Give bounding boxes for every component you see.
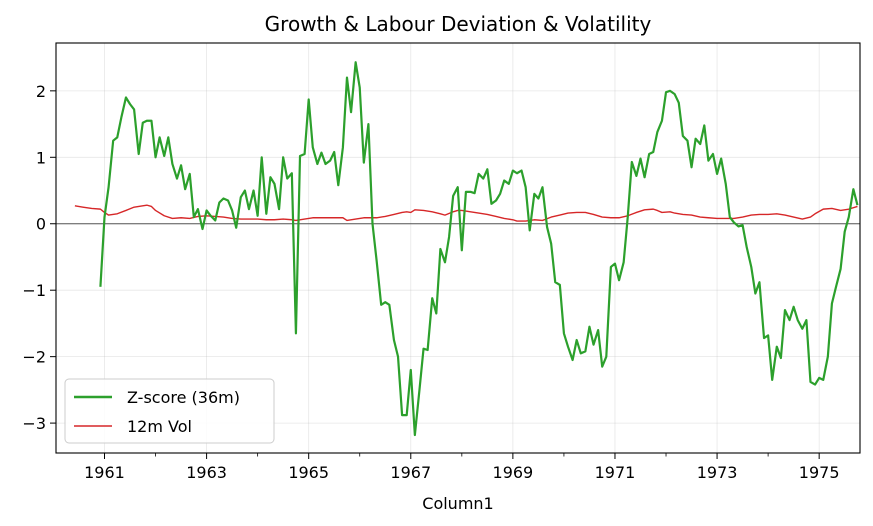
chart-title: Growth & Labour Deviation & Volatility (265, 12, 652, 36)
y-tick-label: −2 (22, 348, 46, 367)
x-tick-label: 1961 (84, 463, 125, 482)
y-tick-label: 1 (36, 148, 46, 167)
y-tick-label: −3 (22, 414, 46, 433)
series-layer (74, 61, 859, 437)
x-tick-label: 1969 (493, 463, 534, 482)
y-tick-label: 0 (36, 215, 46, 234)
legend: Z-score (36m) 12m Vol (64, 378, 275, 444)
x-tick-label: 1967 (390, 463, 431, 482)
x-tick-label: 1973 (697, 463, 738, 482)
x-axis: 1961 1963 1965 1967 1969 1971 1973 1975 (84, 453, 840, 482)
legend-box (64, 378, 275, 444)
y-tick-label: 2 (36, 82, 46, 101)
series-line-zscore (99, 61, 859, 437)
y-tick-label: −1 (22, 281, 46, 300)
x-tick-label: 1971 (595, 463, 636, 482)
x-tick-label: 1965 (288, 463, 329, 482)
plot-frame (55, 42, 861, 454)
x-tick-label: 1963 (186, 463, 227, 482)
legend-label-vol: 12m Vol (127, 417, 192, 436)
x-axis-label: Column1 (422, 494, 493, 513)
legend-label-zscore: Z-score (36m) (127, 388, 240, 407)
y-axis: −3 −2 −1 0 1 2 (22, 82, 56, 433)
x-tick-label: 1975 (799, 463, 840, 482)
